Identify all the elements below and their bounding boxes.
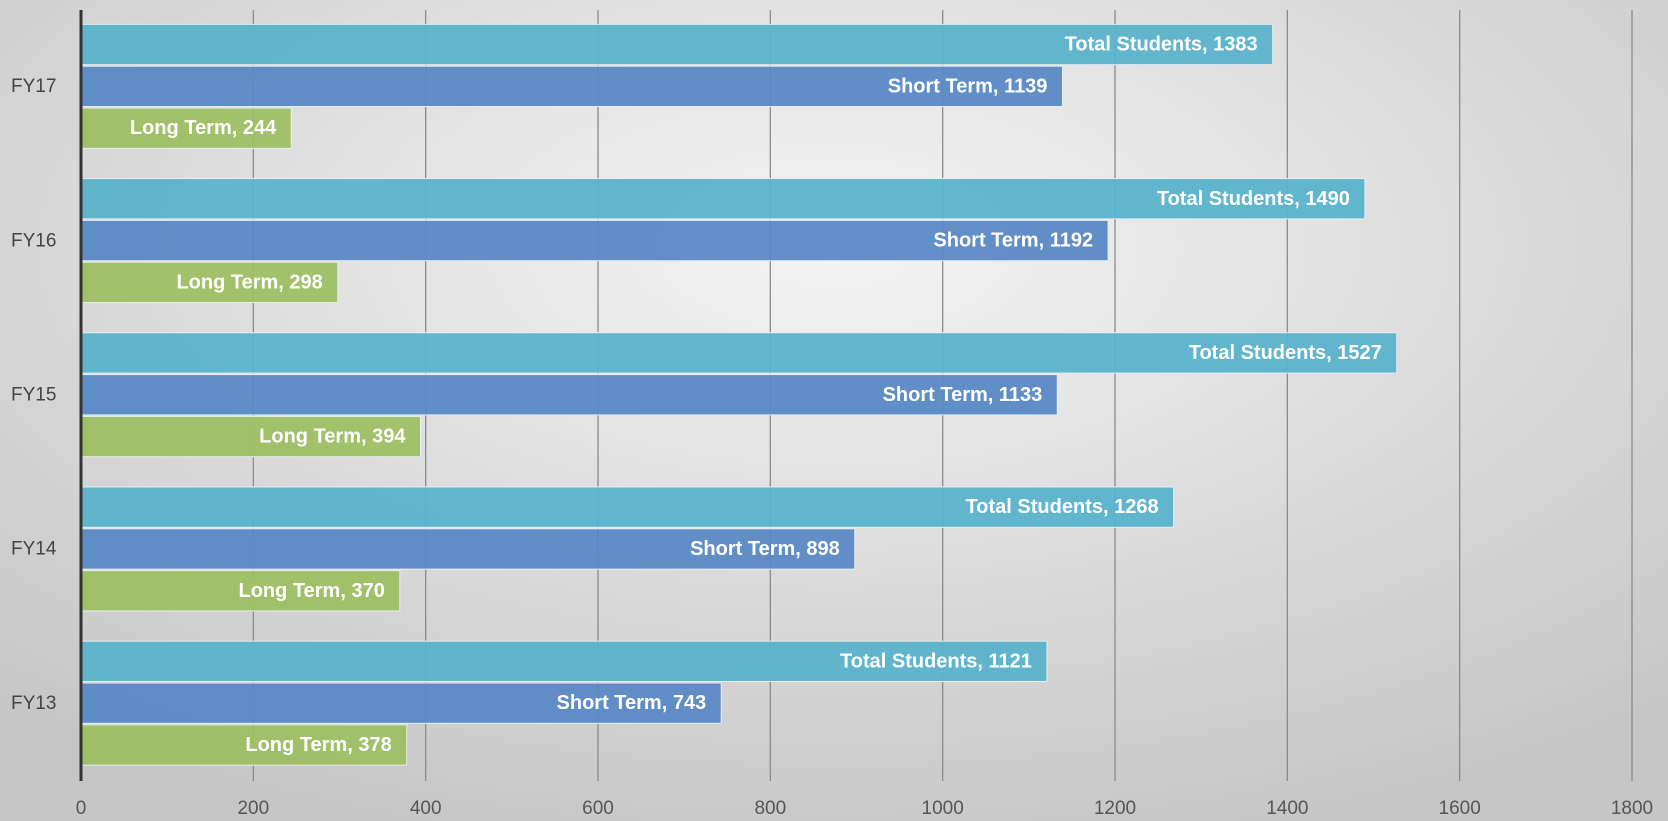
x-tick-label: 1000 (922, 798, 964, 819)
x-tick-label: 1600 (1439, 798, 1481, 819)
bar (80, 415, 421, 458)
x-tick-label: 1800 (1611, 798, 1653, 819)
data-label: Long Term, 370 (238, 580, 384, 602)
bar (80, 178, 1366, 220)
data-label: Short Term, 1139 (888, 75, 1048, 97)
data-label: Long Term, 378 (245, 734, 391, 756)
bar (80, 23, 1274, 66)
x-tick-label: 600 (582, 798, 614, 819)
x-tick-label: 200 (237, 798, 269, 819)
y-tick-label: FY16 (11, 230, 56, 251)
bar (80, 528, 856, 570)
y-tick-label: FY15 (11, 385, 56, 406)
bar (80, 65, 1063, 108)
bar (80, 486, 1175, 528)
data-label: Short Term, 743 (557, 692, 707, 714)
bar (80, 261, 339, 304)
data-label: Total Students, 1527 (1189, 342, 1382, 364)
bar (80, 219, 1109, 262)
data-label: Total Students, 1490 (1157, 188, 1350, 210)
data-label: Total Students, 1268 (966, 496, 1159, 518)
x-tick-label: 1400 (1266, 798, 1308, 819)
y-tick-label: FY13 (11, 693, 56, 714)
bar (80, 640, 1048, 682)
bar (80, 724, 408, 766)
data-label: Short Term, 1133 (883, 384, 1043, 406)
data-label: Total Students, 1383 (1065, 34, 1258, 56)
data-label: Total Students, 1121 (840, 650, 1032, 672)
x-tick-label: 800 (754, 798, 786, 819)
y-tick-label: FY17 (11, 76, 56, 97)
data-label: Short Term, 1192 (933, 230, 1093, 252)
data-label: Long Term, 298 (176, 271, 322, 293)
bar (80, 374, 1058, 416)
bar (80, 570, 401, 612)
bar (80, 107, 292, 149)
y-tick-label: FY14 (11, 539, 57, 560)
x-tick-label: 0 (76, 798, 87, 819)
bar (80, 332, 1398, 374)
bar (80, 682, 722, 724)
data-label: Long Term, 394 (259, 426, 406, 448)
data-label: Short Term, 898 (690, 538, 840, 560)
data-label: Long Term, 244 (130, 117, 277, 139)
x-tick-label: 400 (410, 798, 442, 819)
x-tick-label: 1200 (1094, 798, 1136, 819)
